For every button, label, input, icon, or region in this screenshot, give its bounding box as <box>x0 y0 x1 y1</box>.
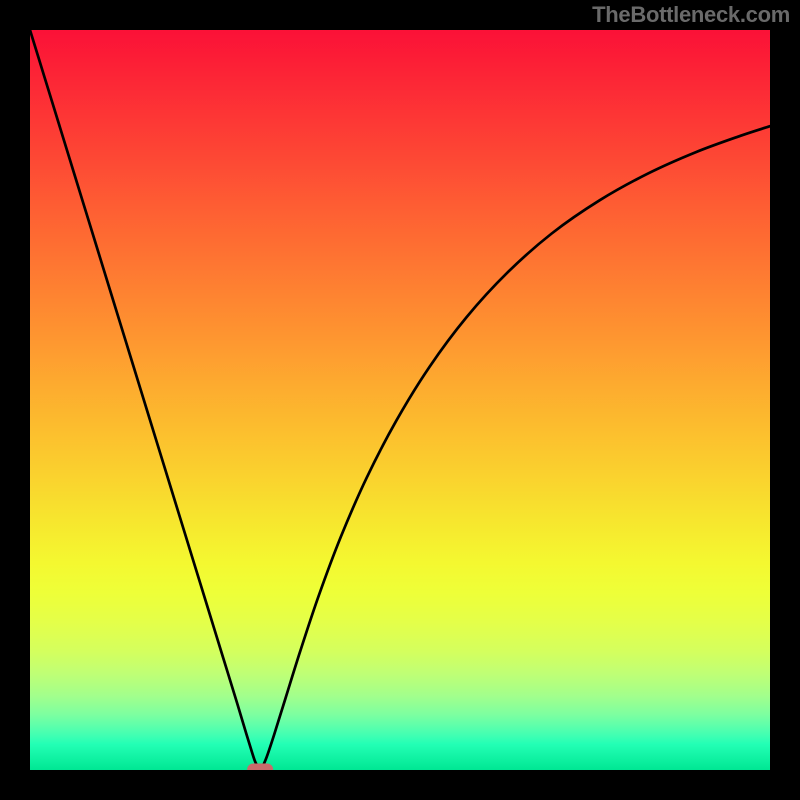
minimum-marker <box>247 764 273 771</box>
plot-area <box>30 30 770 770</box>
chart-curve <box>30 30 770 770</box>
watermark-text: TheBottleneck.com <box>592 2 790 28</box>
